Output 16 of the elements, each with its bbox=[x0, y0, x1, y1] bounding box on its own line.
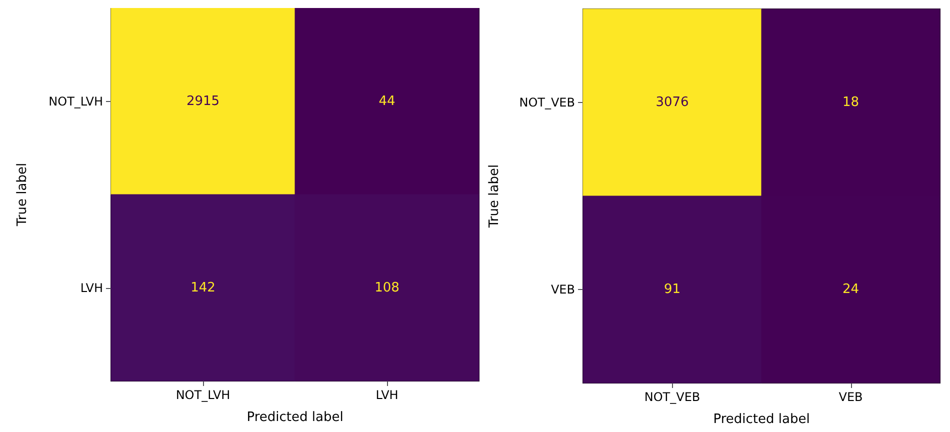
x-tick-label: VEB bbox=[838, 390, 863, 404]
x-tick-label: NOT_LVH bbox=[176, 388, 230, 402]
data-label: 18 bbox=[842, 95, 860, 110]
data-label: 44 bbox=[378, 94, 396, 109]
x-axis-title: Predicted label bbox=[713, 412, 810, 427]
data-label: 2915 bbox=[186, 94, 220, 109]
x-tick-label: NOT_VEB bbox=[644, 390, 700, 404]
data-label: 142 bbox=[190, 280, 216, 296]
y-axis-title: True label bbox=[15, 162, 30, 228]
data-label: 3076 bbox=[656, 95, 689, 110]
data-label: 91 bbox=[664, 282, 681, 297]
data-label: 108 bbox=[374, 280, 400, 296]
y-axis-title: True label bbox=[487, 164, 502, 229]
x-tick-label: LVH bbox=[376, 388, 398, 402]
data-label: 24 bbox=[842, 282, 860, 297]
x-axis-title: Predicted label bbox=[246, 410, 344, 425]
